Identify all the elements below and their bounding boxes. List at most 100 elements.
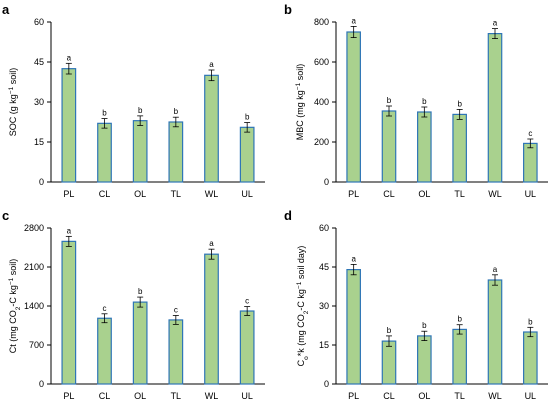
panel-a-bar-OL <box>132 120 148 183</box>
panel-b-category-WL: WL <box>488 189 502 199</box>
panel-d-ylabel: Co*k (mg CO2-C kg−1 soil day) <box>296 246 310 367</box>
panel-c-sig-OL: b <box>138 287 143 296</box>
panel-b-plot: 0 200 400 600 800 a PL b CL b OL b TL a WL c UL <box>314 16 548 199</box>
panel-a-sig-UL: b <box>245 113 250 122</box>
panel-a-category-WL: WL <box>205 189 219 199</box>
panel-c-sig-UL: c <box>245 297 249 306</box>
panel-c-bar-WL <box>204 253 219 385</box>
panel-c-category-PL: PL <box>63 391 74 401</box>
panel-d-letter: d <box>284 208 292 223</box>
panel-d-sig-PL: a <box>351 254 356 263</box>
panel-d-sig-TL: b <box>457 315 462 324</box>
panel-a-bar-CL <box>97 122 112 183</box>
panel-a-category-PL: PL <box>63 189 74 199</box>
panel-d-plot: 0 15 30 45 60 a PL b CL b OL b TL a WL b UL <box>319 223 548 401</box>
panel-c-bar-TL <box>168 319 184 385</box>
panel-c-bar-CL <box>97 317 112 385</box>
panel-b-sig-CL: b <box>387 96 392 105</box>
panel-b: b MBC (mg kg−1 soil) 0 200 400 600 800 a PL b CL… <box>284 2 548 199</box>
panel-a-ylabel: SOC (g kg−1 soil) <box>8 68 19 136</box>
panel-b-sig-WL: a <box>493 19 498 28</box>
panel-c-category-OL: OL <box>134 391 146 401</box>
panel-a-sig-TL: b <box>174 107 179 116</box>
panel-b-category-PL: PL <box>348 189 359 199</box>
panel-b-category-TL: TL <box>454 189 465 199</box>
panel-c-category-CL: CL <box>99 391 111 401</box>
panel-a-bar-TL <box>168 121 184 183</box>
panel-c-sig-PL: a <box>67 226 72 235</box>
panel-a-ytick-label: 30 <box>34 97 44 107</box>
panel-a-plot: 0 15 30 45 60 a PL b CL b OL b TL a WL b UL <box>34 17 265 199</box>
panel-d-bar-TL <box>452 328 467 385</box>
panel-b-ytick-label: 0 <box>324 177 329 187</box>
panel-b-bar-UL <box>523 142 538 183</box>
panel-a-ytick-label: 15 <box>34 137 44 147</box>
panel-d-sig-OL: b <box>422 321 427 330</box>
panel-b-bar-TL <box>452 113 467 183</box>
panel-b-bar-OL <box>417 111 432 183</box>
panel-c-bar-UL <box>239 310 255 385</box>
panel-d-bar-PL <box>346 269 361 385</box>
panel-b-ytick-label: 200 <box>314 137 329 147</box>
panel-b-sig-OL: b <box>422 97 427 106</box>
panel-c-category-WL: WL <box>205 391 219 401</box>
panel-d-ytick-label: 45 <box>319 262 329 272</box>
panel-b-letter: b <box>284 2 292 17</box>
panel-b-sig-TL: b <box>457 99 462 108</box>
panel-c-bar-OL <box>132 301 148 385</box>
panel-a-letter: a <box>2 2 10 17</box>
panel-d-ytick-label: 15 <box>319 340 329 350</box>
panel-d-bar-UL <box>523 331 538 385</box>
panel-b-ytick-label: 800 <box>314 17 329 27</box>
panel-c-bar-PL <box>61 240 77 385</box>
panel-c-ytick-label: 2800 <box>24 223 44 233</box>
panel-a-sig-CL: b <box>102 109 107 118</box>
panel-d-ytick-label: 0 <box>324 379 329 389</box>
panel-a-ytick-label: 0 <box>39 177 44 187</box>
panel-c-plot: 0 700 1400 2100 2800 a PL c CL b OL c TL a WL c UL <box>24 223 265 401</box>
panel-d-ytick-label: 30 <box>319 301 329 311</box>
panel-d-sig-WL: a <box>493 265 498 274</box>
panel-a-category-CL: CL <box>99 189 111 199</box>
panel-d-category-WL: WL <box>488 391 502 401</box>
panel-a-sig-PL: a <box>67 53 72 62</box>
panel-d-bar-OL <box>417 335 432 385</box>
panel-a-category-TL: TL <box>171 189 182 199</box>
panel-b-bar-PL <box>346 31 361 183</box>
panel-c-ytick-label: 1400 <box>24 301 44 311</box>
panel-a-category-UL: UL <box>241 189 253 199</box>
panel-d-bar-WL <box>487 279 503 385</box>
panel-a-bar-UL <box>239 126 255 183</box>
panel-b-sig-UL: c <box>528 129 532 138</box>
panel-d: d Co*k (mg CO2-C kg−1 soil day) 0 15 30 45 6… <box>284 208 548 401</box>
panel-a-ytick-label: 60 <box>34 17 44 27</box>
panel-c-letter: c <box>2 208 9 223</box>
panel-d-category-OL: OL <box>418 391 430 401</box>
panel-d-category-UL: UL <box>525 391 537 401</box>
panel-d-ytick-label: 60 <box>319 223 329 233</box>
panel-c-category-UL: UL <box>241 391 253 401</box>
panel-c-sig-TL: c <box>174 305 178 314</box>
panel-d-category-PL: PL <box>348 391 359 401</box>
panel-b-sig-PL: a <box>351 16 356 25</box>
panel-d-bar-CL <box>381 340 397 385</box>
panel-b-ylabel: MBC (mg kg−1 soil) <box>295 64 306 140</box>
panel-c-ytick-label: 700 <box>29 340 44 350</box>
panel-b-bar-WL <box>487 32 503 183</box>
panel-b-ytick-label: 600 <box>314 57 329 67</box>
panel-a-bar-WL <box>204 74 219 183</box>
panel-b-category-CL: CL <box>383 189 395 199</box>
panel-a-category-OL: OL <box>134 189 146 199</box>
panel-c-sig-WL: a <box>209 239 214 248</box>
panel-b-ytick-label: 400 <box>314 97 329 107</box>
panel-d-category-CL: CL <box>383 391 395 401</box>
panel-c-category-TL: TL <box>171 391 182 401</box>
panel-a-ytick-label: 45 <box>34 57 44 67</box>
panel-d-sig-UL: b <box>528 317 533 326</box>
panel-c: c Ct (mg CO2-C kg−1 soil) 0 700 1400 2100 28… <box>2 208 265 401</box>
panel-a: a SOC (g kg−1 soil) 0 15 30 45 60 a PL b CL b OL b T… <box>2 2 265 199</box>
panel-a-sig-OL: b <box>138 106 143 115</box>
panel-b-category-OL: OL <box>418 189 430 199</box>
panel-d-sig-CL: b <box>387 326 392 335</box>
